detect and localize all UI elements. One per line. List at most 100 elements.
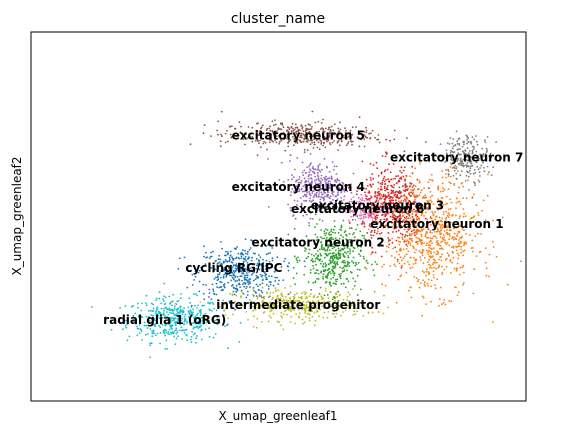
data-point	[246, 276, 249, 279]
data-point	[400, 266, 403, 269]
data-point	[323, 237, 325, 240]
data-point	[462, 150, 464, 153]
data-point	[348, 200, 351, 203]
data-point	[359, 255, 362, 257]
data-point	[300, 197, 302, 199]
data-point	[469, 169, 471, 172]
data-point	[233, 247, 236, 250]
data-point	[197, 320, 200, 323]
data-point	[398, 253, 400, 256]
data-point	[374, 136, 376, 139]
data-point	[245, 311, 248, 313]
data-point	[331, 178, 333, 181]
data-point	[313, 254, 315, 257]
data-point	[191, 273, 194, 276]
data-point	[441, 170, 444, 173]
data-point	[210, 298, 213, 300]
data-point	[268, 127, 271, 130]
data-point	[403, 219, 405, 221]
data-point	[363, 203, 365, 206]
data-point	[324, 287, 327, 290]
data-point	[368, 192, 371, 194]
data-point	[405, 175, 408, 178]
data-point	[380, 232, 383, 234]
data-point	[410, 296, 413, 299]
data-point	[349, 129, 352, 132]
data-point	[312, 264, 314, 267]
data-point	[269, 141, 271, 144]
data-point	[156, 316, 158, 318]
data-point	[296, 134, 299, 137]
data-point	[451, 154, 454, 157]
data-point	[184, 319, 187, 321]
data-point	[370, 185, 373, 188]
data-point	[379, 196, 381, 198]
data-point	[455, 130, 458, 133]
data-point	[429, 229, 432, 232]
data-point	[336, 179, 339, 182]
data-point	[359, 250, 362, 253]
data-point	[355, 228, 357, 231]
data-point	[196, 307, 198, 309]
data-point	[405, 215, 408, 218]
data-point	[319, 182, 322, 185]
data-point	[295, 292, 298, 295]
data-point	[360, 214, 363, 217]
data-point	[320, 177, 322, 180]
data-point	[381, 181, 384, 184]
data-point	[414, 259, 417, 262]
data-point	[223, 286, 226, 289]
data-point	[323, 176, 326, 179]
data-point	[328, 170, 331, 173]
data-point	[246, 279, 249, 282]
data-point	[471, 196, 474, 198]
data-point	[159, 313, 162, 316]
data-point	[204, 312, 207, 315]
data-point	[322, 270, 325, 273]
data-point	[284, 287, 286, 289]
data-point	[445, 265, 448, 268]
data-point	[320, 184, 322, 187]
data-point	[274, 123, 277, 126]
data-point	[324, 290, 327, 292]
data-point	[452, 138, 455, 141]
data-point	[406, 235, 409, 237]
data-point	[304, 250, 306, 252]
data-point	[314, 260, 317, 263]
data-point	[390, 210, 393, 213]
data-point	[240, 270, 243, 273]
data-point	[459, 203, 462, 206]
data-point	[424, 217, 427, 220]
data-point	[370, 179, 372, 181]
data-point	[246, 294, 249, 296]
data-point	[163, 331, 165, 334]
data-point	[345, 130, 347, 132]
data-point	[427, 253, 430, 256]
data-point	[419, 221, 422, 224]
data-point	[180, 319, 183, 322]
data-point	[391, 185, 394, 188]
data-point	[388, 180, 390, 183]
data-point	[333, 274, 336, 277]
data-point	[466, 139, 468, 141]
data-point	[178, 257, 181, 260]
data-point	[330, 187, 332, 190]
data-point	[462, 158, 465, 161]
data-point	[444, 241, 446, 244]
data-point	[345, 211, 348, 214]
data-point	[431, 242, 433, 245]
data-point	[208, 292, 211, 294]
data-point	[302, 133, 305, 135]
data-point	[439, 190, 442, 193]
data-point	[422, 262, 425, 265]
data-point	[464, 150, 467, 152]
data-point	[343, 190, 346, 193]
data-point	[326, 254, 329, 257]
data-point	[233, 274, 236, 277]
data-point	[364, 209, 367, 212]
data-point	[424, 233, 427, 236]
data-point	[222, 276, 225, 279]
data-point	[338, 179, 340, 182]
data-point	[303, 307, 305, 310]
data-point	[240, 255, 243, 258]
